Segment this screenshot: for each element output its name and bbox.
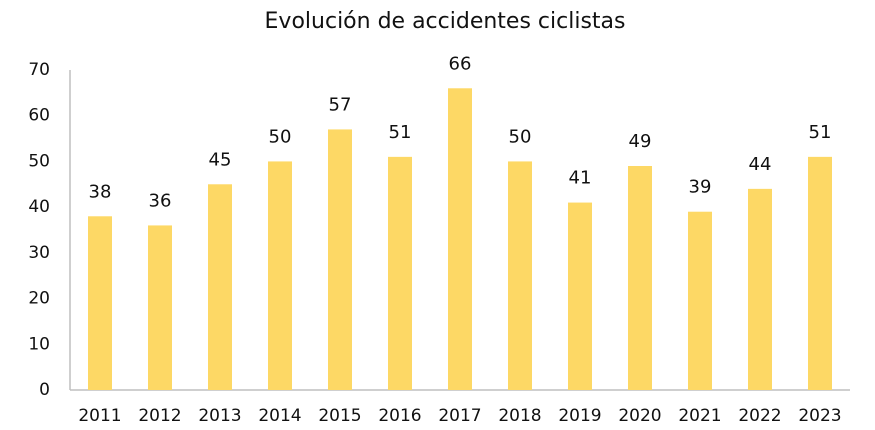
data-label: 39 [689, 177, 712, 198]
bar [688, 211, 712, 390]
x-tick-label: 2016 [378, 406, 421, 426]
x-tick-label: 2014 [258, 406, 301, 426]
y-tick-label: 70 [28, 60, 50, 80]
data-label: 51 [809, 122, 832, 143]
data-label: 36 [149, 190, 172, 211]
x-tick-label: 2018 [498, 406, 541, 426]
bar [328, 129, 352, 390]
x-tick-label: 2022 [738, 406, 781, 426]
data-label: 38 [89, 181, 112, 202]
y-tick-label: 20 [28, 289, 50, 309]
y-tick-label: 0 [39, 380, 50, 400]
data-label: 51 [389, 122, 412, 143]
data-label: 50 [509, 126, 532, 147]
data-label: 45 [209, 149, 232, 170]
y-tick-label: 60 [28, 106, 50, 126]
x-tick-label: 2012 [138, 406, 181, 426]
bar [388, 156, 412, 390]
bar [568, 202, 592, 390]
x-tick-label: 2023 [798, 406, 841, 426]
x-tick-label: 2019 [558, 406, 601, 426]
data-label: 66 [449, 53, 472, 74]
x-tick-label: 2020 [618, 406, 661, 426]
x-tick-label: 2017 [438, 406, 481, 426]
x-tick-label: 2021 [678, 406, 721, 426]
data-label: 44 [749, 154, 772, 175]
x-tick-label: 2015 [318, 406, 361, 426]
bar [748, 188, 772, 390]
data-label: 50 [269, 126, 292, 147]
bar [628, 166, 652, 390]
bar [88, 216, 112, 390]
data-label: 41 [569, 168, 592, 189]
chart-title: Evolución de accidentes ciclistas [265, 9, 626, 34]
bar [448, 88, 472, 391]
y-tick-label: 30 [28, 243, 50, 263]
y-tick-label: 40 [28, 197, 50, 217]
bar [808, 156, 832, 390]
data-label: 49 [629, 131, 652, 152]
bar [268, 161, 292, 390]
bar [148, 225, 172, 390]
data-label: 57 [329, 94, 352, 115]
y-tick-label: 50 [28, 151, 50, 171]
bar [208, 184, 232, 390]
x-tick-label: 2013 [198, 406, 241, 426]
bar [508, 161, 532, 390]
y-tick-label: 10 [28, 334, 50, 354]
x-tick-label: 2011 [78, 406, 121, 426]
